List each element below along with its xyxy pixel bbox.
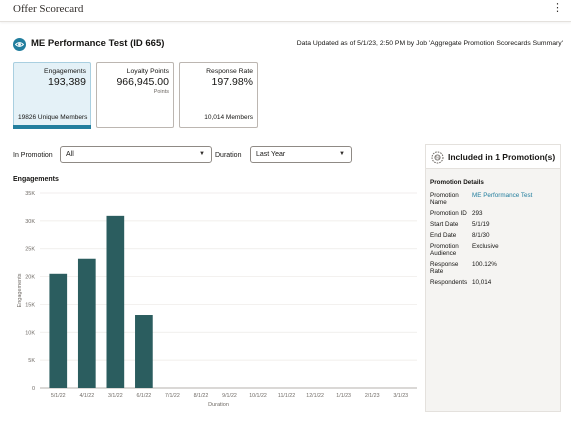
duration-value: Last Year <box>256 151 286 158</box>
promotion-details-title: Promotion Details <box>430 179 484 186</box>
tile-value: 966,945.00 <box>116 76 169 88</box>
panel-title: Included in 1 Promotion(s) <box>448 152 556 162</box>
y-tick-label: 15K <box>25 302 35 308</box>
promotion-details-list: Promotion Name ME Performance Test Promo… <box>430 192 558 290</box>
detail-key: End Date <box>430 232 457 239</box>
tile-response-rate[interactable]: Response Rate 197.98% 10,014 Members <box>179 62 258 128</box>
x-tick-label: 9/1/22 <box>222 393 237 399</box>
gear-badge-icon: % <box>431 151 444 164</box>
x-tick-label: 6/1/22 <box>137 393 152 399</box>
detail-key: Promotion Audience <box>430 243 459 257</box>
y-tick-label: 30K <box>25 219 35 225</box>
detail-value: 8/1/30 <box>472 232 490 239</box>
detail-key: Promotion Name <box>430 192 459 206</box>
tile-value: 193,389 <box>48 76 86 88</box>
tile-label: Engagements <box>44 68 86 75</box>
promotion-name-link[interactable]: ME Performance Test <box>472 192 533 199</box>
duration-label: Duration <box>215 152 242 159</box>
tile-footer: 10,014 Members <box>204 114 253 121</box>
in-promotion-value: All <box>66 151 74 158</box>
detail-value: 100.12% <box>472 261 497 268</box>
detail-row-start: Start Date 5/1/19 <box>430 221 558 228</box>
selected-tile-indicator <box>13 125 91 129</box>
detail-row-id: Promotion ID 293 <box>430 210 558 217</box>
svg-text:%: % <box>435 155 439 160</box>
scorecard-header: ME Performance Test (ID 665) Data Update… <box>13 37 563 53</box>
bar <box>77 258 96 388</box>
in-promotion-label: In Promotion <box>13 152 53 159</box>
detail-key: Respondents <box>430 279 468 286</box>
detail-key: Response Rate <box>430 261 459 275</box>
top-bar: Offer Scorecard ⋮ <box>0 0 571 22</box>
tile-value: 197.98% <box>211 76 253 88</box>
x-tick-label: 5/1/22 <box>51 393 66 399</box>
tile-unit: Points <box>153 89 169 95</box>
bar <box>135 315 153 388</box>
detail-row-audience: Promotion Audience Exclusive <box>430 243 558 257</box>
detail-row-end: End Date 8/1/30 <box>430 232 558 239</box>
offer-title: ME Performance Test (ID 665) <box>31 38 165 49</box>
detail-value: Exclusive <box>472 243 499 250</box>
detail-value: 5/1/19 <box>472 221 490 228</box>
promotion-panel: % Included in 1 Promotion(s) Promotion D… <box>425 144 561 412</box>
eye-icon <box>13 38 26 51</box>
x-tick-label: 7/1/22 <box>165 393 180 399</box>
detail-key: Start Date <box>430 221 459 228</box>
x-tick-label: 12/1/22 <box>306 393 324 399</box>
chevron-down-icon: ▼ <box>199 151 205 157</box>
page-title: Offer Scorecard <box>13 3 84 15</box>
x-tick-label: 2/1/23 <box>365 393 380 399</box>
bar <box>106 215 125 388</box>
tile-footer: 19826 Unique Members <box>18 114 88 121</box>
in-promotion-select[interactable]: All ▼ <box>60 146 212 163</box>
x-tick-label: 3/1/23 <box>393 393 408 399</box>
chart-title: Engagements <box>13 176 59 183</box>
detail-value: 293 <box>472 210 483 217</box>
bar <box>49 273 68 388</box>
duration-select[interactable]: Last Year ▼ <box>250 146 352 163</box>
y-tick-label: 5K <box>28 358 35 364</box>
x-tick-label: 10/1/22 <box>249 393 267 399</box>
kebab-vertical-icon[interactable]: ⋮ <box>552 2 563 14</box>
y-tick-label: 10K <box>25 330 35 336</box>
data-updated-text: Data Updated as of 5/1/23, 2:50 PM by Jo… <box>296 40 563 47</box>
detail-row-respondents: Respondents 10,014 <box>430 279 558 286</box>
tile-label: Loyalty Points <box>126 68 169 75</box>
detail-key: Promotion ID <box>430 210 467 217</box>
engagements-chart: 0 5K 10K 15K 20K 25K 30K 35K 5/1/22 4/1/22 3/1/22 6… <box>13 186 423 411</box>
y-axis-title: Engagements <box>17 273 23 307</box>
x-tick-label: 3/1/22 <box>108 393 123 399</box>
y-tick-label: 25K <box>25 247 35 253</box>
detail-row-name: Promotion Name ME Performance Test <box>430 192 558 206</box>
x-tick-label: 11/1/22 <box>278 393 295 399</box>
tile-label: Response Rate <box>206 68 253 75</box>
engagements-bar-chart: 0 5K 10K 15K 20K 25K 30K 35K 5/1/22 4/1/22 3/1/22 6… <box>17 191 417 408</box>
chevron-down-icon: ▼ <box>339 151 345 157</box>
x-axis-title: Duration <box>208 402 229 408</box>
tile-loyalty-points[interactable]: Loyalty Points 966,945.00 Points <box>96 62 174 128</box>
detail-row-response-rate: Response Rate 100.12% <box>430 261 558 275</box>
y-tick-label: 35K <box>25 191 35 197</box>
x-tick-label: 8/1/22 <box>194 393 209 399</box>
detail-value: 10,014 <box>472 279 492 286</box>
tile-engagements[interactable]: Engagements 193,389 19826 Unique Members <box>13 62 91 128</box>
x-tick-label: 1/1/23 <box>336 393 351 399</box>
x-tick-label: 4/1/22 <box>79 393 94 399</box>
panel-header: % Included in 1 Promotion(s) <box>426 145 560 169</box>
y-tick-label: 0 <box>32 386 35 392</box>
y-tick-label: 20K <box>25 275 35 281</box>
